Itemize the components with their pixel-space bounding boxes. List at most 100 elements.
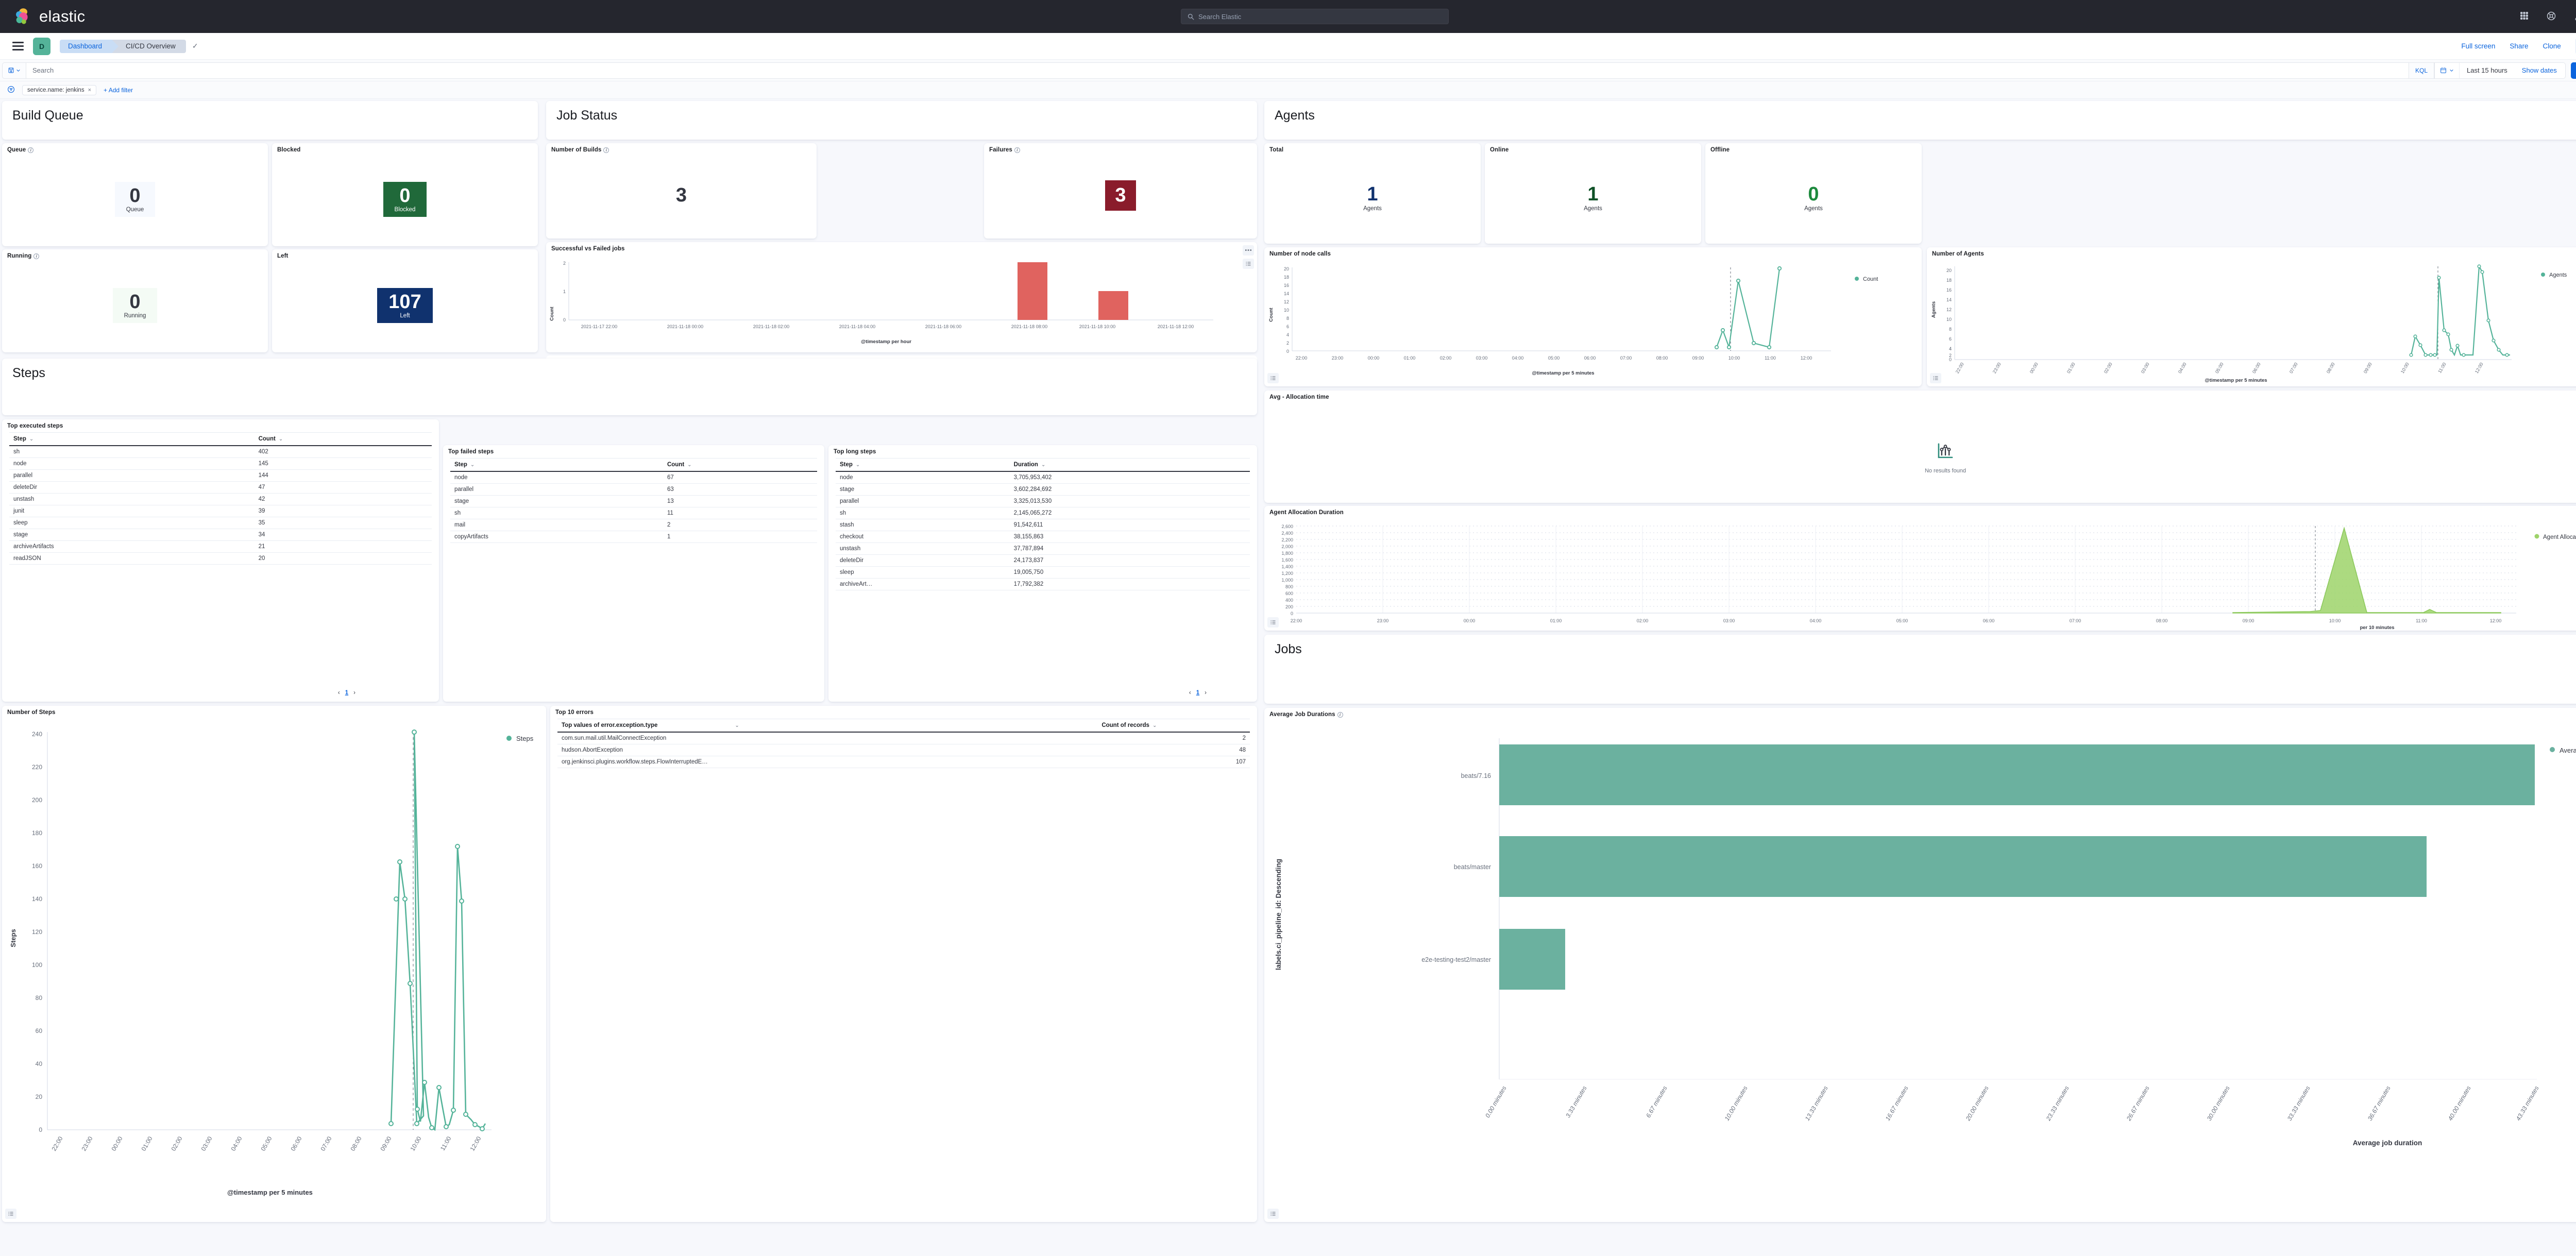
table-row[interactable]: parallel 144 (9, 469, 432, 482)
panel-left-metric[interactable]: Left 107 Left (272, 249, 538, 352)
table-row[interactable]: stage 13 (450, 495, 817, 507)
table-row[interactable]: stage 3,602,284,692 (836, 483, 1250, 496)
panel-number-of-steps[interactable]: Number of Steps Steps 240 220 200 180 16… (2, 706, 546, 1222)
feedback-icon[interactable] (2574, 11, 2576, 23)
next-page-button[interactable]: › (1205, 690, 1207, 696)
date-picker[interactable]: Last 15 hours Show dates (2434, 62, 2566, 79)
panel-context-menu-icon[interactable] (1243, 245, 1254, 256)
table-row[interactable]: org.jenkinsci.plugins.workflow.steps.Flo… (557, 756, 1250, 768)
info-icon[interactable]: i (603, 147, 609, 153)
table-row[interactable]: hudson.AbortException 48 (557, 744, 1250, 756)
table-row[interactable]: mail 2 (450, 519, 817, 531)
filter-pill-service-name[interactable]: service.name: jenkins × (22, 84, 97, 95)
panel-avg-allocation-time[interactable]: Avg - Allocation time No results found (1264, 391, 2576, 503)
elastic-brand[interactable]: elastic (13, 7, 85, 26)
column-header-count[interactable]: Count ⌄ (254, 432, 432, 446)
help-circle-icon[interactable] (2546, 11, 2556, 23)
table-row[interactable]: sh 11 (450, 507, 817, 519)
panel-top-long-steps[interactable]: Top long steps Step ⌄ Duration ⌄ node 3,705… (828, 445, 1257, 702)
space-avatar[interactable]: D (33, 37, 50, 55)
table-row[interactable]: sh 402 (9, 446, 432, 458)
column-header-count-of-records[interactable]: Count of records ⌄ (1097, 719, 1250, 733)
breadcrumb-item-cicd-overview[interactable]: CI/CD Overview (112, 39, 186, 53)
panel-average-job-durations[interactable]: Average Job Durations i labels.ci_pipeli… (1264, 708, 2576, 1222)
panel-inspect-icon[interactable] (1267, 373, 1279, 383)
query-language-badge[interactable]: KQL (2409, 62, 2434, 79)
panel-agents-total[interactable]: Total 1 Agents (1264, 143, 1481, 244)
panel-number-of-agents[interactable]: Number of Agents Agents 20 18 16 14 12 1… (1927, 247, 2576, 386)
edit-button[interactable]: Edit (2575, 38, 2576, 55)
table-row[interactable]: com.sun.mail.util.MailConnectException 2 (557, 732, 1250, 744)
info-icon[interactable]: i (28, 147, 34, 153)
panel-inspect-icon[interactable] (1267, 617, 1279, 627)
panel-top-failed-steps[interactable]: Top failed steps Step ⌄ Count ⌄ node 67 para… (443, 445, 824, 702)
search-input[interactable]: Search (26, 62, 2409, 79)
breadcrumb-item-dashboard[interactable]: Dashboard (60, 39, 119, 53)
panel-inspect-icon[interactable] (5, 1209, 16, 1219)
table-row[interactable]: sleep 19,005,750 (836, 566, 1250, 579)
clone-button[interactable]: Clone (2543, 42, 2561, 50)
column-header-exception-type[interactable]: Top values of error.exception.type ⌄ (557, 719, 1098, 733)
table-row[interactable]: archiveArtifacts 21 (9, 540, 432, 553)
table-row[interactable]: sleep 35 (9, 517, 432, 529)
column-header-step[interactable]: Step ⌄ (836, 458, 1010, 472)
table-row[interactable]: node 145 (9, 457, 432, 470)
table-row[interactable]: parallel 3,325,013,530 (836, 495, 1250, 507)
next-page-button[interactable]: › (353, 690, 355, 696)
show-dates-button[interactable]: Show dates (2521, 66, 2557, 74)
add-filter-button[interactable]: + Add filter (104, 86, 133, 94)
calendar-icon[interactable] (2435, 62, 2460, 78)
column-header-step[interactable]: Step ⌄ (450, 458, 663, 472)
grid-apps-icon[interactable] (2520, 11, 2529, 22)
page-number[interactable]: 1 (345, 690, 349, 696)
prev-page-button[interactable]: ‹ (337, 690, 340, 696)
table-row[interactable]: stage 34 (9, 529, 432, 541)
table-row[interactable]: deleteDir 24,173,837 (836, 554, 1250, 567)
panel-running-metric[interactable]: Running i 0 Running (2, 249, 268, 352)
page-number[interactable]: 1 (1196, 690, 1200, 696)
info-icon[interactable]: i (1014, 147, 1020, 153)
table-row[interactable]: node 67 (450, 471, 817, 484)
panel-agent-allocation-duration[interactable]: Agent Allocation Duration 2,600 2,400 2,… (1264, 506, 2576, 631)
full-screen-button[interactable]: Full screen (2461, 42, 2496, 50)
saved-query-button[interactable] (2, 62, 26, 79)
panel-failures[interactable]: Failures i 3 (984, 143, 1257, 239)
share-button[interactable]: Share (2510, 42, 2529, 50)
panel-blocked-metric[interactable]: Blocked 0 Blocked (272, 143, 538, 246)
info-icon[interactable]: i (1337, 711, 1343, 718)
table-row[interactable]: readJSON 20 (9, 552, 432, 565)
column-header-count[interactable]: Count ⌄ (663, 458, 817, 472)
filter-icon[interactable] (7, 86, 15, 95)
refresh-button[interactable]: Refresh (2570, 62, 2576, 79)
panel-inspect-icon[interactable] (1930, 373, 1941, 383)
column-header-step[interactable]: Step ⌄ (9, 432, 255, 446)
prev-page-button[interactable]: ‹ (1189, 690, 1191, 696)
panel-successful-vs-failed-jobs[interactable]: Successful vs Failed jobs Count 2 1 0 20… (546, 242, 1257, 352)
table-row[interactable]: junit 39 (9, 505, 432, 517)
panel-inspect-icon[interactable] (1267, 1209, 1279, 1219)
panel-number-of-builds[interactable]: Number of Builds i 3 (546, 143, 817, 239)
column-header-duration[interactable]: Duration ⌄ (1009, 458, 1250, 472)
panel-queue-metric[interactable]: Queue i 0 Queue (2, 143, 268, 246)
table-row[interactable]: unstash 37,787,894 (836, 542, 1250, 555)
table-row[interactable]: unstash 42 (9, 493, 432, 505)
close-icon[interactable]: × (88, 87, 92, 93)
table-row[interactable]: parallel 63 (450, 483, 817, 496)
panel-number-of-node-calls[interactable]: Number of node calls Count 20 18 16 14 1… (1264, 247, 1922, 386)
info-icon[interactable]: i (33, 253, 40, 259)
table-row[interactable]: copyArtifacts 1 (450, 531, 817, 543)
table-row[interactable]: stash 91,542,611 (836, 519, 1250, 531)
global-search-input[interactable]: Search Elastic (1181, 9, 1449, 24)
panel-top-executed-steps[interactable]: Top executed steps Step ⌄ Count ⌄ sh 402 nod… (2, 419, 439, 702)
menu-hamburger-icon[interactable] (12, 42, 24, 50)
table-row[interactable]: sh 2,145,065,272 (836, 507, 1250, 519)
panel-agents-offline[interactable]: Offline 0 Agents (1705, 143, 1922, 244)
panel-agents-online[interactable]: Online 1 Agents (1485, 143, 1701, 244)
panel-top-10-errors[interactable]: Top 10 errors Top values of error.except… (550, 706, 1257, 1222)
time-range-value[interactable]: Last 15 hours (2467, 66, 2507, 74)
table-row[interactable]: archiveArt… 17,792,382 (836, 578, 1250, 590)
panel-inspect-icon[interactable] (1243, 259, 1254, 269)
table-row[interactable]: deleteDir 47 (9, 481, 432, 494)
table-row[interactable]: checkout 38,155,863 (836, 531, 1250, 543)
table-row[interactable]: node 3,705,953,402 (836, 471, 1250, 484)
